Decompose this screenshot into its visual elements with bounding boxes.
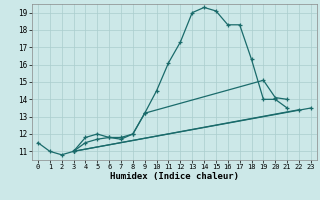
X-axis label: Humidex (Indice chaleur): Humidex (Indice chaleur): [110, 172, 239, 181]
